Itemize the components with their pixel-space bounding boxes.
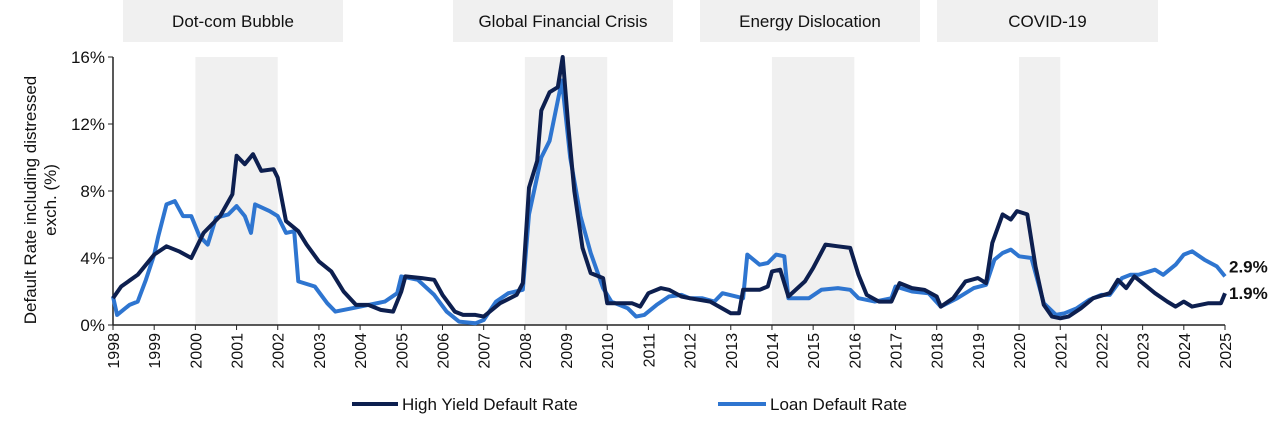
- y-axis-label-line1: Default Rate including distressed: [21, 76, 40, 325]
- x-tick-label: 2000: [188, 333, 205, 369]
- x-tick-label: 1998: [106, 333, 123, 369]
- x-tick-label: 2002: [271, 333, 288, 369]
- y-tick-label: 16%: [71, 48, 105, 67]
- y-tick-label: 4%: [80, 249, 105, 268]
- event-label: Global Financial Crisis: [478, 12, 647, 31]
- event-label-box: [700, 0, 920, 42]
- event-label: Energy Dislocation: [739, 12, 881, 31]
- x-tick-label: 2001: [230, 333, 247, 369]
- shaded-periods: [195, 57, 1061, 325]
- x-tick-label: 2017: [889, 333, 906, 369]
- x-tick-label: 2005: [394, 333, 411, 369]
- x-tick-label: 2013: [724, 333, 741, 369]
- y-tick-label: 8%: [80, 182, 105, 201]
- x-tick-label: 2014: [765, 333, 782, 369]
- event-label-box: [937, 0, 1158, 42]
- x-tick-label: 2022: [1094, 333, 1111, 369]
- x-tick-label: 2006: [435, 333, 452, 369]
- y-tick-label: 12%: [71, 115, 105, 134]
- x-tick-label: 2010: [600, 333, 617, 369]
- x-tick-label: 2011: [641, 333, 658, 368]
- shaded-period: [195, 57, 278, 325]
- series-line-high-yield: [111, 55, 1227, 321]
- series-lines: [111, 55, 1227, 326]
- end-labels: 2.9% 1.9%: [1229, 257, 1268, 303]
- x-tick-label: 2018: [930, 333, 947, 369]
- event-label: Dot-com Bubble: [172, 12, 294, 31]
- legend-label-loan: Loan Default Rate: [770, 395, 907, 414]
- y-axis-label-line2: exch. (%): [41, 164, 60, 236]
- legend-label-high-yield: High Yield Default Rate: [402, 395, 578, 414]
- x-tick-label: 2021: [1053, 333, 1070, 369]
- event-label-box: [453, 0, 673, 42]
- x-tick-label: 2020: [1012, 333, 1029, 369]
- legend: High Yield Default Rate Loan Default Rat…: [352, 395, 907, 414]
- event-label: COVID-19: [1008, 12, 1086, 31]
- x-tick-label: 1999: [147, 333, 164, 369]
- x-tick-label: 2019: [971, 333, 988, 369]
- x-tick-label: 2003: [312, 333, 329, 369]
- x-tick-label: 2024: [1177, 333, 1194, 369]
- x-tick-label: 2012: [683, 333, 700, 369]
- end-label-loan: 2.9%: [1229, 257, 1268, 276]
- x-tick-label: 2025: [1218, 333, 1235, 369]
- event-label-box: [123, 0, 343, 42]
- y-tick-label: 0%: [80, 316, 105, 335]
- x-tick-label: 2004: [353, 333, 370, 369]
- x-tick-label: 2015: [806, 333, 823, 369]
- x-tick-label: 2023: [1136, 333, 1153, 369]
- end-label-high-yield: 1.9%: [1229, 284, 1268, 303]
- x-tick-label: 2016: [847, 333, 864, 369]
- x-tick-label: 2009: [559, 333, 576, 369]
- x-tick-label: 2007: [477, 333, 494, 369]
- axes: 0% 4% 8% 12% 16% 1998 1999 2000 2001 2002 2003 2004…: [71, 48, 1235, 369]
- event-labels: Dot-com Bubble Global Financial Crisis Ene…: [123, 0, 1158, 42]
- x-tick-label: 2008: [518, 333, 535, 369]
